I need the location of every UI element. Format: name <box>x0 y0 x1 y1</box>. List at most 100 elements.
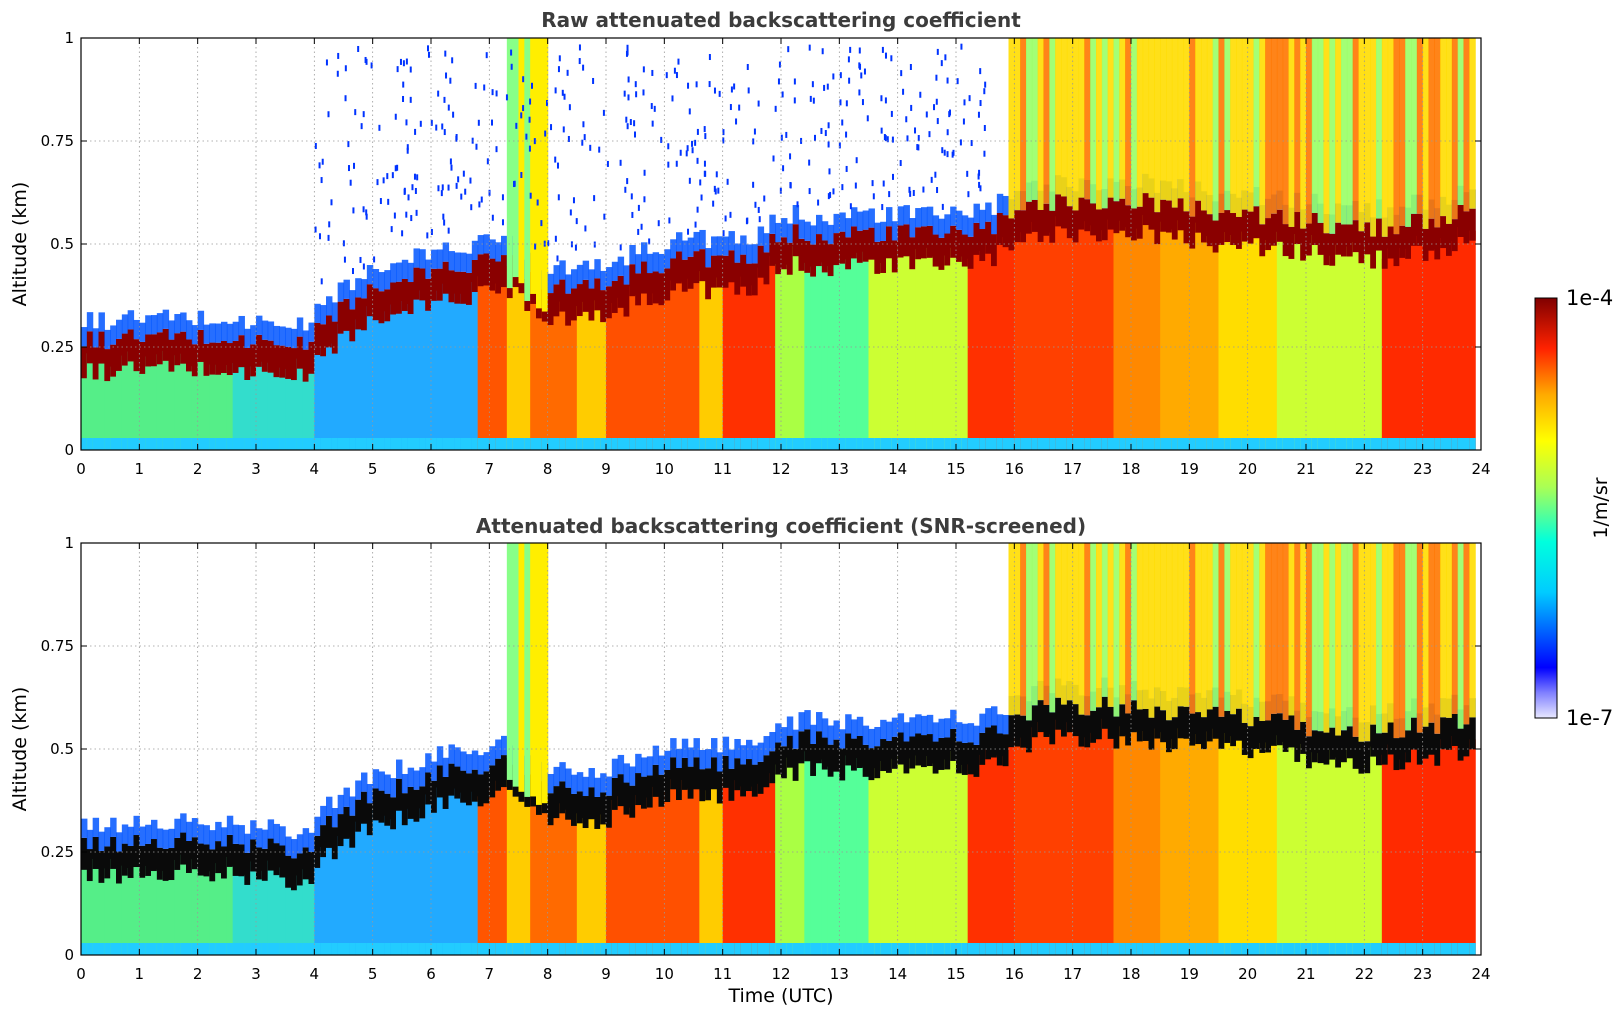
heat-cell <box>1160 732 1167 955</box>
heat-cell <box>530 543 537 797</box>
heat-cell <box>1300 438 1307 450</box>
heat-cell <box>1405 730 1412 763</box>
heat-cell <box>226 834 234 867</box>
heat-cell <box>81 327 88 347</box>
heat-cell <box>1131 943 1138 955</box>
y-tick-label: 0.25 <box>41 843 74 861</box>
heat-cell <box>174 355 181 450</box>
x-tick-label: 15 <box>946 965 965 983</box>
heat-cell <box>226 323 234 344</box>
noise-speck <box>442 213 445 220</box>
heat-cell <box>687 237 695 257</box>
heat-cell <box>646 797 654 955</box>
heat-cell <box>1411 543 1418 718</box>
heat-cell <box>1358 943 1365 955</box>
heat-cell <box>1259 224 1266 257</box>
noise-speck <box>811 81 814 88</box>
heat-cell <box>950 728 957 761</box>
heat-cell <box>501 255 508 288</box>
heat-cell <box>197 438 205 450</box>
heat-cell <box>121 865 129 955</box>
heat-cell <box>320 943 327 955</box>
heat-cell <box>407 767 415 787</box>
y-tick-label: 0.25 <box>41 338 74 356</box>
noise-speck <box>752 181 755 188</box>
heat-cell <box>401 259 409 279</box>
heat-cell <box>979 229 986 262</box>
heat-cell <box>191 366 199 450</box>
heat-cell <box>1206 38 1214 215</box>
heat-cell <box>1271 438 1278 450</box>
heat-cell <box>1125 227 1132 450</box>
noise-speck <box>520 172 523 179</box>
heat-cell <box>1276 38 1284 210</box>
heat-cell <box>1206 731 1214 955</box>
noise-speck <box>789 153 792 160</box>
noise-speck <box>491 214 494 221</box>
noise-speck <box>940 60 943 67</box>
noise-speck <box>946 77 949 84</box>
noise-speck <box>633 131 636 138</box>
heat-cell <box>349 837 356 955</box>
heat-cell <box>1230 235 1237 450</box>
heat-cell <box>471 791 479 955</box>
heat-cell <box>985 727 992 760</box>
heat-cell <box>1259 438 1266 450</box>
heat-cell <box>1107 543 1115 707</box>
heat-cell <box>361 279 368 299</box>
heat-cell <box>1113 543 1120 717</box>
heat-cell <box>1066 438 1074 450</box>
heat-cell <box>1411 38 1418 214</box>
heat-cell <box>1020 38 1027 211</box>
heat-cell <box>798 260 805 450</box>
heat-cell <box>1393 943 1400 955</box>
heat-cell <box>104 846 111 879</box>
heat-cell <box>868 943 875 955</box>
heat-cell <box>180 312 187 332</box>
heat-cell <box>1031 221 1039 450</box>
heat-cell <box>291 839 298 859</box>
heat-cell <box>326 796 333 816</box>
heat-cell <box>868 748 875 781</box>
heat-cell <box>781 746 788 779</box>
heat-cell <box>991 438 998 450</box>
noise-speck <box>469 177 472 184</box>
heat-cell <box>518 438 525 450</box>
heat-cell <box>1457 226 1465 450</box>
heat-cell <box>559 438 566 450</box>
heat-cell <box>973 744 980 777</box>
heat-cell <box>308 322 315 342</box>
noise-speck <box>449 158 452 165</box>
heat-cell <box>81 859 88 955</box>
heat-cell <box>221 846 228 879</box>
heat-cell <box>1247 726 1255 759</box>
noise-speck <box>603 213 606 220</box>
heat-cell <box>1247 543 1255 727</box>
noise-speck <box>827 193 830 200</box>
heat-cell <box>711 757 718 790</box>
heat-cell <box>681 943 689 955</box>
heat-cell <box>670 258 677 291</box>
noise-speck <box>687 82 690 89</box>
heat-cell <box>991 234 998 267</box>
heat-cell <box>1440 717 1447 750</box>
heat-cell <box>145 438 152 450</box>
heat-cell <box>471 943 479 955</box>
heat-cell <box>606 438 613 450</box>
noise-speck <box>780 134 783 141</box>
noise-speck <box>627 94 630 101</box>
heat-cell <box>757 943 765 955</box>
heat-cell <box>267 838 275 871</box>
heat-cell <box>781 218 788 238</box>
noise-speck <box>859 63 862 70</box>
heat-cell <box>950 438 957 450</box>
heat-cell <box>1422 438 1430 450</box>
noise-speck <box>393 212 396 219</box>
heat-cell <box>681 438 689 450</box>
heat-cell <box>1101 438 1109 450</box>
panel-raw-columns <box>81 38 1476 450</box>
heat-cell <box>751 943 759 955</box>
noise-speck <box>845 100 848 107</box>
noise-speck <box>344 95 347 102</box>
heat-cell <box>1113 438 1120 450</box>
